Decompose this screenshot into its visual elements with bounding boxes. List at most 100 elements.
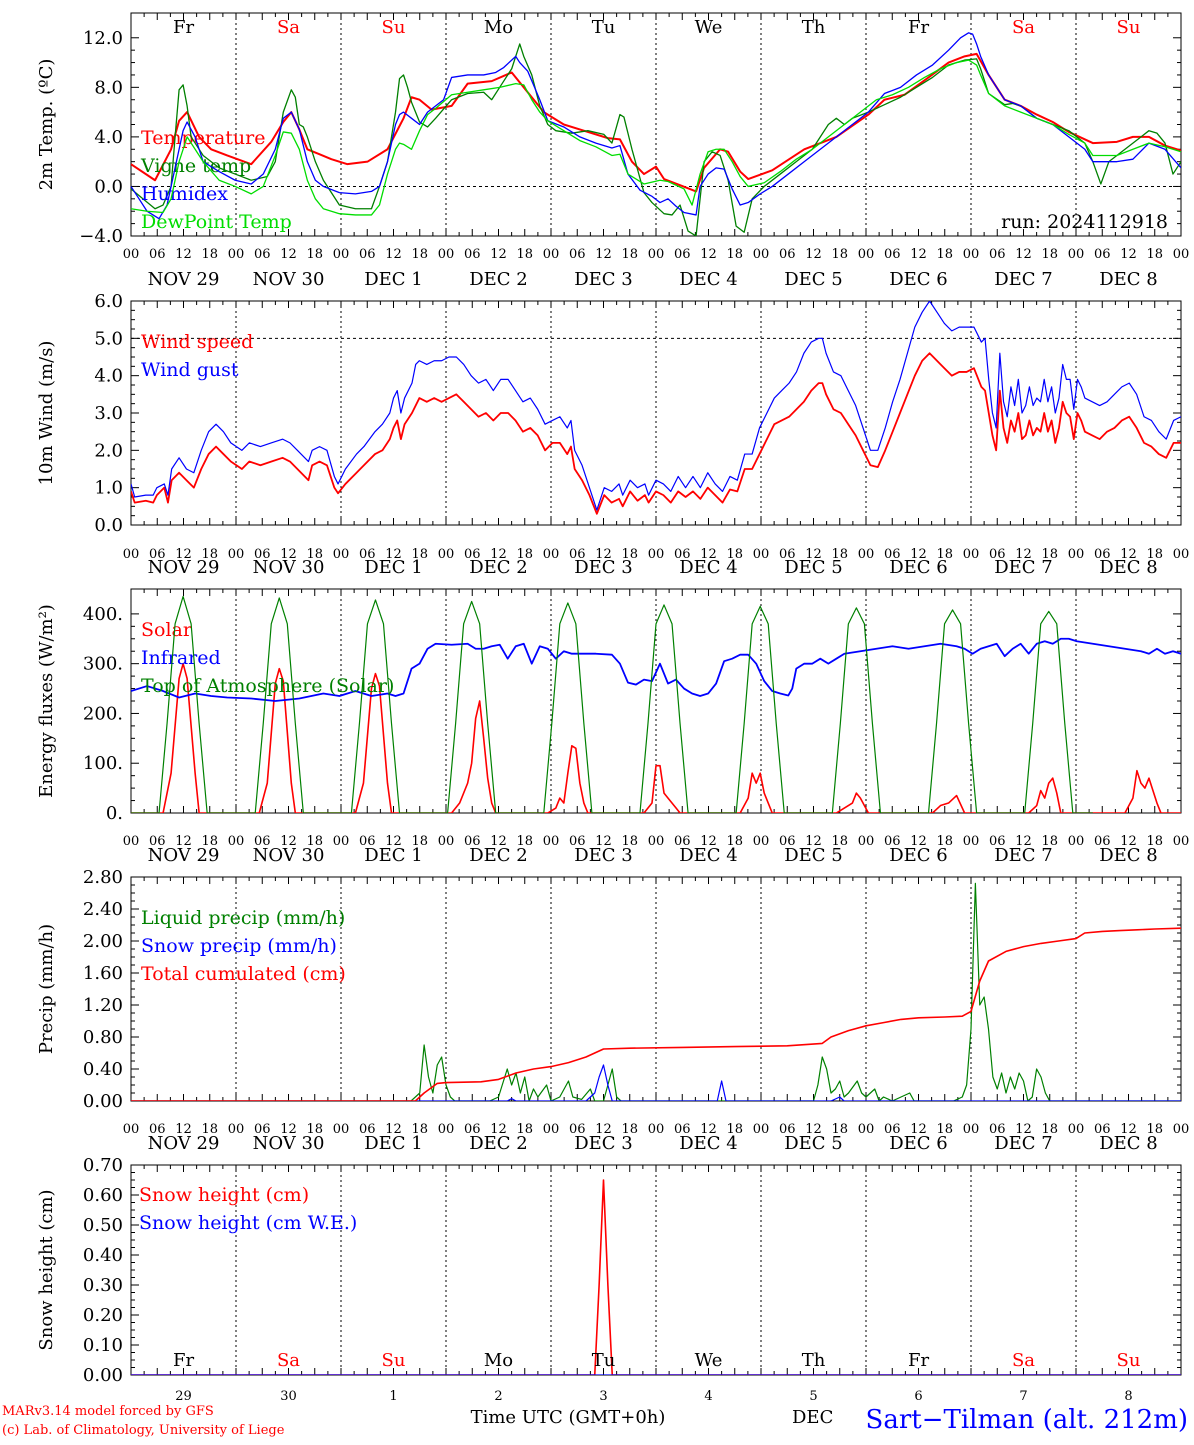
- x-tick-label: 12: [595, 247, 612, 262]
- x-tick-label: 06: [569, 1122, 586, 1137]
- x-tick-label: 06: [989, 247, 1006, 262]
- x-tick-label: 06: [359, 247, 376, 262]
- y-tick-label: 0.00: [83, 1365, 123, 1386]
- x-tick-label: 06: [989, 834, 1006, 849]
- series-line-1: [131, 662, 1181, 813]
- weekday-label: We: [695, 17, 723, 38]
- x-tick-label: 00: [543, 547, 560, 562]
- date-label: DEC 2: [469, 845, 528, 866]
- day-number: 8: [1124, 1389, 1132, 1404]
- x-tick-label: 12: [385, 247, 402, 262]
- date-label: DEC 2: [469, 269, 528, 290]
- y-axis-label: 2m Temp. (ºC): [36, 59, 57, 191]
- y-tick-label: 1.0: [94, 478, 123, 499]
- series-line-3: [131, 927, 1181, 1101]
- y-tick-label: 0.0: [94, 515, 123, 536]
- x-tick-label: 18: [516, 547, 533, 562]
- x-tick-label: 12: [1120, 1122, 1137, 1137]
- x-tick-label: 12: [280, 247, 297, 262]
- x-tick-label: 06: [884, 247, 901, 262]
- y-tick-label: 5.0: [94, 328, 123, 349]
- date-label: DEC 6: [889, 1133, 948, 1154]
- x-tick-label: 18: [621, 247, 638, 262]
- credit-line-1: MARv3.14 model forced by GFS: [2, 1404, 214, 1419]
- series-line-1: [131, 882, 1181, 1101]
- day-number: 1: [389, 1389, 397, 1404]
- x-tick-label: 18: [306, 834, 323, 849]
- x-tick-label: 12: [385, 547, 402, 562]
- x-tick-label: 06: [779, 834, 796, 849]
- x-tick-label: 18: [306, 547, 323, 562]
- series-line-2: [131, 637, 1181, 702]
- legend-entry: Temperature: [141, 127, 265, 149]
- x-tick-label: 18: [726, 1122, 743, 1137]
- x-tick-label: 18: [201, 834, 218, 849]
- y-tick-label: 2.40: [83, 899, 123, 920]
- legend-entry: Wind speed: [141, 331, 253, 353]
- x-tick-label: 06: [464, 247, 481, 262]
- weekday-label: Sa: [277, 17, 300, 38]
- x-tick-label: 12: [280, 547, 297, 562]
- legend-entry: Snow precip (mm/h): [141, 935, 337, 957]
- x-tick-label: 06: [779, 247, 796, 262]
- x-tick-label: 00: [228, 547, 245, 562]
- x-tick-label: 12: [175, 834, 192, 849]
- station-label: Sart−Tilman (alt. 212m): [866, 1405, 1188, 1435]
- x-tick-label: 06: [674, 547, 691, 562]
- x-tick-label: 06: [464, 547, 481, 562]
- x-tick-label: 00: [753, 247, 770, 262]
- x-tick-label: 06: [254, 247, 271, 262]
- x-tick-label: 18: [1146, 834, 1163, 849]
- panel-2: 0.0 1.0 2.0 3.0 4.0 5.0 6.0 10m Wind (m/s) Wind …: [36, 291, 1189, 578]
- x-tick-label: 18: [411, 1122, 428, 1137]
- date-label: DEC 7: [994, 269, 1053, 290]
- date-label: NOV 30: [253, 1133, 325, 1154]
- x-tick-label: 06: [149, 247, 166, 262]
- x-tick-label: 00: [333, 834, 350, 849]
- x-tick-label: 00: [438, 247, 455, 262]
- x-tick-label: 12: [805, 1122, 822, 1137]
- x-tick-label: 00: [963, 547, 980, 562]
- weekday-label: Su: [382, 1350, 406, 1371]
- date-label: NOV 29: [148, 269, 220, 290]
- x-tick-label: 12: [1120, 547, 1137, 562]
- legend-entry: Humidex: [141, 183, 228, 205]
- x-tick-label: 00: [123, 547, 140, 562]
- x-tick-label: 18: [621, 547, 638, 562]
- x-tick-label: 00: [1173, 547, 1190, 562]
- y-tick-label: 400.: [83, 604, 123, 625]
- x-tick-label: 00: [123, 247, 140, 262]
- x-tick-label: 18: [726, 247, 743, 262]
- date-label: DEC 5: [784, 1133, 843, 1154]
- weekday-label: Fr: [173, 17, 194, 38]
- x-tick-label: 12: [700, 547, 717, 562]
- weekday-label: We: [695, 1350, 723, 1371]
- x-tick-label: 18: [726, 834, 743, 849]
- x-tick-label: 00: [648, 1122, 665, 1137]
- date-label: NOV 30: [253, 269, 325, 290]
- x-tick-label: 18: [621, 1122, 638, 1137]
- date-label: DEC 1: [364, 845, 423, 866]
- day-number: 6: [914, 1389, 922, 1404]
- weekday-label: Fr: [908, 17, 929, 38]
- date-label: NOV 30: [253, 557, 325, 578]
- y-tick-label: −4.0: [79, 226, 123, 247]
- y-tick-label: 1.20: [83, 995, 123, 1016]
- x-tick-label: 00: [753, 547, 770, 562]
- x-tick-label: 00: [123, 834, 140, 849]
- day-number: 7: [1019, 1389, 1027, 1404]
- day-number: 5: [809, 1389, 817, 1404]
- x-tick-label: 12: [490, 247, 507, 262]
- y-tick-label: 0.20: [83, 1305, 123, 1326]
- x-tick-label: 18: [411, 247, 428, 262]
- panel-5: 0.00 0.10 0.20 0.30 0.40 0.50 0.60 0.70 Snow hei…: [36, 1155, 1182, 1404]
- x-tick-label: 12: [280, 1122, 297, 1137]
- date-label: DEC 1: [364, 1133, 423, 1154]
- date-label: DEC 6: [889, 269, 948, 290]
- weekday-label: Su: [1117, 17, 1141, 38]
- date-label: DEC 3: [574, 845, 633, 866]
- legend-entry: Snow height (cm W.E.): [139, 1212, 357, 1234]
- x-tick-label: 06: [359, 547, 376, 562]
- series-line-1: [131, 1179, 1181, 1375]
- date-label: DEC 2: [469, 1133, 528, 1154]
